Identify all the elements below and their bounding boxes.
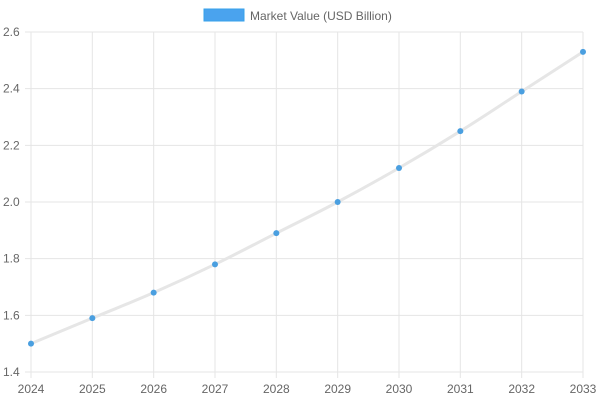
data-point[interactable] (212, 261, 218, 268)
y-tick-label: 2.2 (3, 138, 20, 152)
x-tick-label: 2032 (508, 382, 535, 396)
grid (25, 31, 584, 378)
legend-label: Market Value (USD Billion) (250, 9, 392, 23)
x-tick-label: 2025 (79, 382, 106, 396)
data-point[interactable] (396, 165, 402, 171)
data-point[interactable] (150, 289, 157, 296)
data-point[interactable] (457, 128, 464, 135)
data-point[interactable] (334, 199, 341, 205)
legend-swatch (203, 8, 245, 22)
y-tick-label: 1.8 (3, 252, 20, 266)
series-group (28, 48, 586, 347)
data-point[interactable] (89, 315, 96, 322)
y-tick-label: 1.6 (3, 308, 20, 322)
x-tick-label: 2024 (18, 382, 45, 396)
x-tick-label: 2031 (447, 382, 474, 396)
data-point[interactable] (273, 230, 280, 237)
legend[interactable]: Market Value (USD Billion) (203, 8, 392, 23)
y-tick-label: 2.6 (3, 25, 20, 39)
x-axis: 2024 2025 2026 2027 2028 2029 2030 2031 2032 2033 (18, 382, 597, 396)
x-tick-label: 2026 (140, 382, 167, 396)
x-tick-label: 2027 (202, 382, 229, 396)
x-tick-label: 2030 (386, 382, 413, 396)
x-tick-label: 2029 (324, 382, 351, 396)
data-point[interactable] (580, 48, 586, 55)
x-tick-label: 2033 (570, 382, 597, 396)
y-axis: 1.4 1.6 1.8 2.0 2.2 2.4 2.6 (3, 25, 20, 379)
y-tick-label: 2.0 (3, 195, 20, 209)
data-point[interactable] (28, 340, 34, 347)
y-tick-label: 1.4 (3, 365, 20, 379)
y-tick-label: 2.4 (3, 82, 20, 96)
series-line (30, 50, 584, 346)
data-point[interactable] (518, 88, 525, 95)
x-tick-label: 2028 (263, 382, 290, 396)
